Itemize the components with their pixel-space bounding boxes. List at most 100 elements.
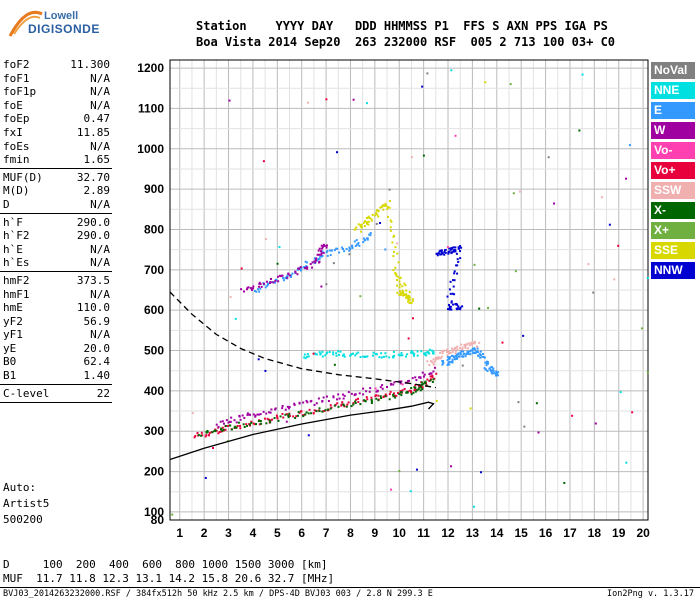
trace-point (399, 382, 402, 385)
trace-point (268, 419, 271, 422)
trace-point (220, 428, 223, 431)
trace-point (486, 369, 489, 372)
param-row: MUF(D) 32.70 (0, 171, 112, 185)
trace-point (313, 403, 316, 406)
trace-point (273, 281, 276, 284)
trace-point (362, 355, 365, 358)
trace-point (378, 356, 381, 359)
trace-point (313, 260, 316, 263)
trace-point (410, 351, 413, 354)
trace-point (404, 355, 407, 358)
trace-point (489, 366, 492, 369)
trace-point (318, 407, 321, 410)
trace-point (257, 420, 260, 423)
trace-point (401, 294, 404, 297)
trace-point (439, 351, 442, 354)
trace-point (246, 413, 249, 416)
trace-point (325, 352, 328, 355)
trace-point (423, 373, 426, 376)
trace-point (420, 350, 423, 353)
trace-point (382, 208, 385, 211)
trace-point (371, 213, 374, 216)
trace-point (449, 361, 452, 364)
trace-point (363, 239, 366, 242)
trace-point (426, 378, 429, 381)
trace-point (385, 355, 388, 358)
trace-point (398, 280, 401, 283)
trace-point (275, 414, 278, 417)
trace-point (388, 206, 391, 209)
trace-point (471, 347, 474, 350)
trace-point (447, 362, 450, 365)
trace-point (469, 342, 472, 345)
trace-point (352, 402, 355, 405)
trace-point (341, 246, 344, 249)
trace-point (408, 291, 411, 294)
trace-point (248, 423, 251, 426)
trace-point (492, 370, 495, 373)
param-value: 373.5 (76, 273, 110, 287)
trace-point (450, 300, 453, 303)
trace-point (433, 366, 436, 369)
auto-program: Artist5 (3, 497, 50, 510)
trace-point (312, 412, 315, 415)
trace-point (452, 303, 455, 306)
trace-point (296, 273, 299, 276)
trace-point (319, 352, 322, 355)
trace-point (455, 307, 458, 310)
trace-point (462, 350, 465, 353)
trace-point (448, 308, 451, 311)
noise-point (613, 278, 616, 281)
y-tick-label: 80 (151, 513, 165, 527)
trace-point (420, 381, 423, 384)
trace-point (419, 389, 422, 392)
trace-point (375, 209, 378, 212)
trace-point (398, 286, 401, 289)
x-tick-label: 1 (176, 526, 183, 540)
trace-point (434, 356, 437, 359)
param-value: N/A (90, 139, 110, 153)
legend-item: E (651, 102, 695, 119)
param-row: yE 20.0 (0, 342, 112, 356)
x-tick-label: 4 (250, 526, 257, 540)
trace-point (484, 361, 487, 364)
trace-point (464, 346, 467, 349)
y-tick-label: 200 (144, 465, 164, 479)
trace-point (288, 414, 291, 417)
trace-point (279, 274, 282, 277)
param-key: C-level (3, 386, 50, 400)
trace-point (302, 266, 305, 269)
noise-point (640, 327, 643, 330)
trace-point (452, 279, 455, 282)
trace-point (369, 231, 372, 234)
noise-point (365, 102, 368, 105)
trace-point (375, 212, 378, 215)
trace-point (252, 285, 255, 288)
noise-point (553, 202, 556, 205)
param-row: foEp 0.47 (0, 112, 112, 126)
trace-point (335, 247, 338, 250)
trace-point (448, 360, 451, 363)
trace-point (386, 206, 389, 209)
trace-point (394, 396, 397, 399)
param-key: foEs (3, 139, 30, 153)
trace-point (381, 205, 384, 208)
param-value: 2.89 (83, 184, 111, 198)
x-tick-label: 17 (563, 526, 577, 540)
trace-point (384, 202, 387, 205)
trace-point (455, 357, 458, 360)
trace-point (224, 424, 227, 427)
trace-point (207, 434, 210, 437)
noise-point (473, 263, 476, 266)
trace-point (287, 407, 290, 410)
trace-point (475, 351, 478, 354)
trace-point (268, 411, 271, 414)
noise-point (191, 412, 194, 415)
trace-point (457, 260, 460, 263)
param-row: h`F2 290.0 (0, 229, 112, 243)
param-row: M(D) 2.89 (0, 184, 112, 198)
noise-point (332, 262, 335, 265)
trace-point (426, 360, 429, 363)
trace-point (391, 355, 394, 358)
trace-point (472, 342, 475, 345)
